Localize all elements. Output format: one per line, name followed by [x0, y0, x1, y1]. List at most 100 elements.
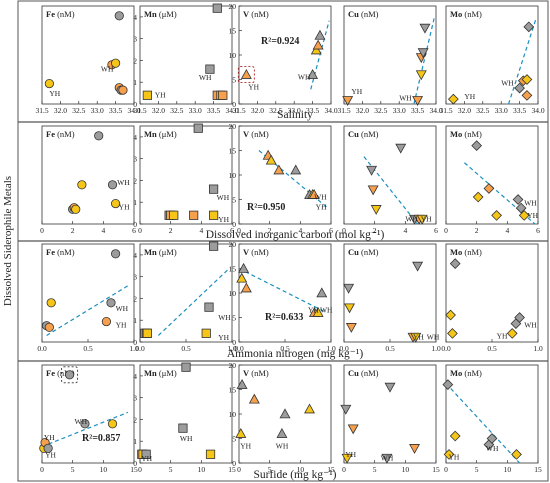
- y-tick-label: 0: [133, 338, 137, 347]
- data-point: [101, 316, 112, 327]
- panel-fe-row1: 31.5 32.0 32.5 33.0 33.5 34.0 Fe (nM) YH WH: [35, 5, 141, 115]
- plot-frame: [41, 243, 135, 343]
- site-label: WH: [199, 73, 212, 82]
- data-point: [111, 198, 121, 209]
- data-point: [419, 23, 431, 34]
- x-tick-label: 32.0: [152, 106, 165, 115]
- data-point: [235, 427, 247, 438]
- element-label: Cu (nM): [348, 129, 379, 139]
- data-point: [310, 44, 322, 55]
- data-point: [205, 449, 216, 459]
- x-tick-label: 33.5: [411, 106, 424, 115]
- data-point: [312, 306, 324, 317]
- x-tick-label: 0.5: [181, 344, 191, 353]
- y-tick-label: 15: [229, 27, 237, 36]
- data-point: [514, 82, 525, 94]
- x-tick-label: 15: [130, 465, 138, 474]
- y-tick-label: 4: [133, 251, 137, 260]
- data-point: [381, 453, 393, 464]
- element-label: Mo (nM): [450, 129, 482, 139]
- data-point: [347, 424, 359, 435]
- y-tick-label: 0: [232, 100, 236, 109]
- r-squared-label: R²=0.857: [82, 433, 120, 444]
- x-tick-label: 0: [40, 465, 44, 474]
- y-tick-label: 2: [133, 56, 137, 65]
- x-tick-label: 34.0: [429, 106, 442, 115]
- x-tick-label: 32.5: [269, 106, 282, 115]
- data-point: [201, 328, 211, 338]
- x-tick-label: 34.0: [531, 106, 544, 115]
- data-point: [343, 283, 355, 294]
- y-axis-title: Dissolved Siderophile Metals: [2, 176, 14, 306]
- x-tick-label: 2: [71, 226, 75, 235]
- x-tick-label: 33.0: [288, 106, 301, 115]
- data-point: [512, 194, 524, 205]
- plot-frame: [343, 243, 437, 343]
- site-label: YH: [316, 202, 327, 211]
- data-point: [111, 58, 121, 68]
- data-point: [491, 210, 502, 221]
- data-point: [141, 449, 151, 459]
- y-tick-label: 15: [229, 386, 237, 395]
- x-tick-label: 6: [132, 226, 136, 235]
- data-point: [44, 78, 54, 89]
- y-tick-label: 20: [229, 122, 237, 131]
- y-tick-label: 3: [133, 273, 137, 282]
- data-point: [142, 328, 152, 338]
- data-point: [312, 39, 324, 50]
- data-point: [248, 393, 260, 404]
- y-tick-label: 20: [229, 240, 237, 249]
- data-point: [189, 210, 199, 220]
- site-label: WH: [217, 193, 230, 202]
- element-label: Fe (nM): [46, 129, 75, 139]
- y-tick-label: 4: [133, 133, 137, 142]
- data-point: [472, 191, 484, 203]
- element-label: Mo (nM): [450, 9, 482, 19]
- plot-frame: [238, 5, 332, 105]
- data-point: [118, 85, 128, 95]
- element-label: Mo (nM): [450, 368, 482, 378]
- data-point: [265, 154, 277, 165]
- y-tick-label: 5: [232, 76, 236, 85]
- x-tick-label: 0: [237, 226, 241, 235]
- data-point: [314, 29, 326, 40]
- site-label: WH: [117, 178, 130, 187]
- site-label: WH: [218, 313, 231, 322]
- plot-frame: [139, 243, 233, 343]
- data-point: [46, 298, 56, 308]
- panel-mo-row1: 31.5 32.0 32.5 33.0 33.5 34.0 Mo (nM) YH WH: [439, 5, 545, 115]
- x-tick-label: 32.0: [356, 106, 369, 115]
- site-label: WH: [314, 193, 327, 202]
- element-label: Fe (nM): [46, 368, 75, 378]
- plot-frame: [139, 5, 233, 105]
- x-tick-label: 15: [327, 465, 335, 474]
- site-label: WH: [381, 454, 394, 463]
- site-label: YH: [45, 450, 56, 459]
- x-tick-label: 0: [444, 226, 448, 235]
- x-tick-label: 34.0: [324, 106, 337, 115]
- x-tick-label: 6: [329, 226, 333, 235]
- y-tick-label: 5: [232, 196, 236, 205]
- site-label: YH: [527, 211, 538, 220]
- y-tick-label: 0: [133, 100, 137, 109]
- x-tick-label: 1.0: [129, 344, 139, 353]
- trend-line: [41, 411, 129, 448]
- y-tick-label: 4: [133, 372, 137, 381]
- data-point: [342, 96, 354, 106]
- x-tick-label: 15: [432, 465, 440, 474]
- x-tick-label: 0: [342, 465, 346, 474]
- x-tick-label: 4: [199, 226, 203, 235]
- y-tick-label: 2: [133, 294, 137, 303]
- data-point: [523, 21, 535, 33]
- data-point: [367, 185, 379, 196]
- x-tick-label: 31.5: [337, 106, 350, 115]
- plot-frame: [41, 364, 135, 464]
- y-tick-label: 20: [229, 2, 237, 11]
- x-tick-label: 6: [230, 226, 234, 235]
- element-label: Cu (nM): [348, 247, 379, 257]
- row-x-axis-title: Ammonia nitrogen (mg kg⁻¹): [227, 348, 363, 360]
